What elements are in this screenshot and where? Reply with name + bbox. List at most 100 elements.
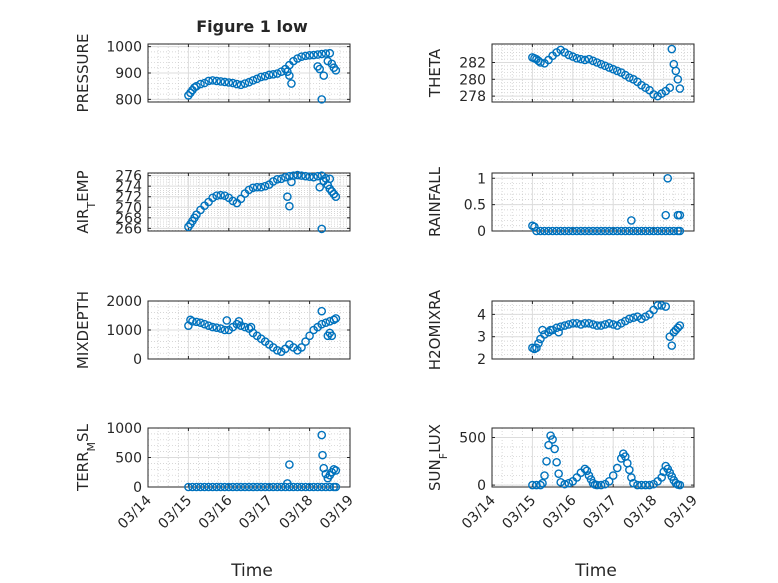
data-point bbox=[244, 482, 254, 492]
data-point bbox=[228, 482, 238, 492]
data-point bbox=[240, 79, 250, 88]
axes-frame bbox=[491, 172, 695, 232]
subplot-pressure: 800 900 1000 PRESSURE bbox=[74, 34, 351, 112]
data-point bbox=[663, 173, 673, 183]
data-point bbox=[331, 466, 341, 475]
data-point bbox=[321, 469, 331, 479]
y-tick-label: 270 bbox=[115, 200, 142, 216]
data-point bbox=[256, 72, 266, 82]
data-point bbox=[236, 80, 246, 90]
data-point bbox=[264, 70, 274, 80]
data-point bbox=[285, 71, 294, 80]
data-point bbox=[313, 171, 322, 181]
data-point bbox=[297, 343, 306, 352]
axes-frame bbox=[147, 172, 351, 232]
x-tick-label: 03/15 bbox=[499, 493, 539, 533]
y-tick-label: 800 bbox=[115, 92, 142, 108]
data-point bbox=[301, 337, 310, 346]
data-point bbox=[220, 77, 230, 87]
data-point bbox=[232, 79, 242, 89]
y-tick-label: 0 bbox=[133, 480, 142, 496]
x-axis-label-left: Time bbox=[230, 561, 273, 581]
y-tick-label: 1000 bbox=[106, 323, 142, 339]
data-point bbox=[321, 482, 331, 492]
data-point bbox=[536, 58, 545, 67]
data-point bbox=[596, 321, 606, 330]
data-point bbox=[317, 430, 327, 440]
data-point bbox=[532, 343, 541, 353]
y-tick-label: 266 bbox=[115, 221, 142, 237]
data-point bbox=[317, 224, 327, 234]
data-point bbox=[212, 482, 221, 492]
data-point bbox=[321, 49, 331, 58]
data-point bbox=[532, 226, 541, 236]
data-point bbox=[305, 482, 314, 492]
data-point bbox=[600, 61, 610, 71]
y-tick-label: 2 bbox=[477, 352, 486, 368]
data-point bbox=[236, 321, 246, 330]
data-point bbox=[222, 316, 232, 325]
y-axis-label: THETA bbox=[426, 48, 444, 98]
data-point bbox=[240, 322, 250, 332]
data-point bbox=[625, 73, 634, 82]
data-point bbox=[313, 50, 322, 59]
data-point bbox=[671, 66, 681, 76]
subplot-mixdepth: 0 1000 2000 MIXDEPTH bbox=[74, 291, 351, 369]
data-point bbox=[675, 480, 685, 490]
data-point bbox=[564, 50, 574, 60]
data-point bbox=[188, 316, 197, 326]
y-tick-label: 0 bbox=[133, 352, 142, 368]
data-point bbox=[592, 58, 602, 67]
data-point bbox=[325, 48, 335, 58]
data-point bbox=[564, 226, 574, 236]
data-point bbox=[536, 480, 545, 490]
data-point bbox=[592, 480, 602, 490]
data-point bbox=[319, 463, 329, 473]
data-point bbox=[331, 314, 341, 323]
data-point bbox=[548, 435, 557, 444]
data-point bbox=[576, 226, 586, 236]
data-point bbox=[287, 79, 296, 88]
data-point bbox=[268, 177, 278, 186]
data-point bbox=[627, 216, 636, 225]
data-point bbox=[305, 172, 314, 181]
data-point bbox=[224, 482, 234, 492]
data-point bbox=[301, 482, 310, 492]
data-point bbox=[317, 49, 327, 59]
data-point bbox=[584, 226, 594, 236]
data-point bbox=[633, 226, 642, 236]
y-tick-label: 4 bbox=[477, 307, 486, 323]
data-point bbox=[297, 171, 306, 180]
data-point bbox=[673, 75, 683, 84]
data-point bbox=[584, 54, 594, 64]
data-point bbox=[297, 482, 306, 492]
data-point bbox=[657, 473, 666, 482]
data-point bbox=[667, 44, 677, 54]
data-point bbox=[544, 226, 553, 236]
data-point bbox=[604, 63, 614, 72]
data-point bbox=[331, 66, 341, 75]
y-tick-label: 276 bbox=[115, 169, 142, 185]
data-point bbox=[572, 53, 582, 63]
data-point bbox=[264, 482, 274, 492]
data-point bbox=[616, 454, 626, 463]
data-point bbox=[554, 469, 563, 478]
data-point bbox=[580, 464, 590, 474]
data-point bbox=[204, 482, 213, 492]
data-point bbox=[616, 226, 626, 236]
data-point bbox=[568, 319, 578, 328]
y-axis-label: SUNFLUX bbox=[426, 424, 450, 491]
data-point bbox=[604, 319, 614, 328]
data-point bbox=[608, 320, 618, 329]
data-point bbox=[317, 482, 327, 492]
x-tick-label: 03/19 bbox=[317, 493, 357, 533]
data-point bbox=[236, 482, 246, 492]
data-point bbox=[641, 226, 650, 236]
data-point bbox=[309, 482, 318, 492]
data-point bbox=[588, 320, 598, 329]
data-point bbox=[612, 226, 622, 236]
data-point bbox=[641, 480, 650, 490]
data-point bbox=[576, 54, 586, 64]
data-point bbox=[625, 465, 634, 475]
